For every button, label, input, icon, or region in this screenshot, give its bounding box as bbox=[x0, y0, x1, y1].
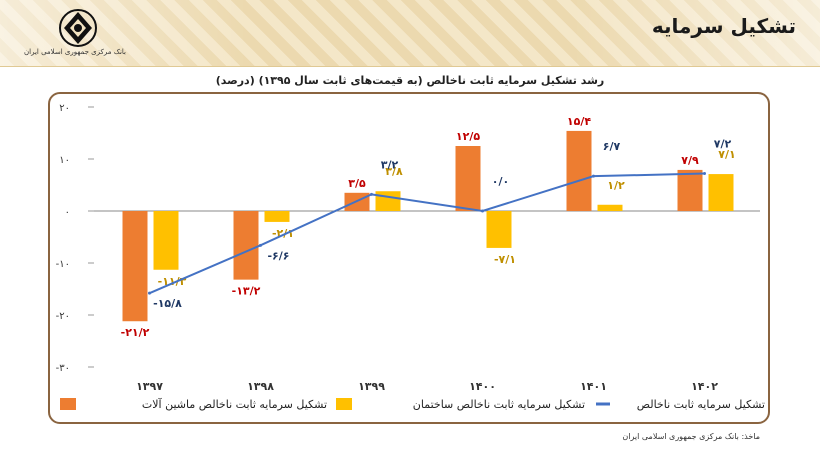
y-tick-label: ۲۰ bbox=[59, 103, 70, 114]
data-label-machinery: ۱۵/۴ bbox=[567, 115, 591, 128]
data-label-total: -۱۵/۸ bbox=[153, 297, 182, 310]
x-tick-label: ۱۴۰۱ bbox=[580, 380, 607, 393]
data-label-construction: -۷/۱ bbox=[494, 253, 516, 266]
legend-swatch-machinery bbox=[60, 398, 76, 410]
bar-machinery bbox=[677, 169, 703, 211]
data-label-total: ۶/۷ bbox=[603, 140, 621, 153]
chart-frame bbox=[48, 92, 770, 424]
source-note: ماخذ: بانک مرکزی جمهوری اسلامی ایران bbox=[622, 432, 760, 441]
data-label-machinery: ۷/۹ bbox=[681, 154, 699, 167]
bar-construction bbox=[597, 204, 623, 211]
legend-swatch-construction bbox=[336, 398, 352, 410]
central-bank-logo-icon bbox=[59, 9, 97, 47]
data-label-machinery: ۳/۵ bbox=[348, 177, 366, 190]
data-label-total: ۷/۲ bbox=[714, 138, 732, 151]
legend-label-total: تشکیل سرمایه ثابت ناخالص bbox=[637, 398, 765, 411]
line-point-total bbox=[259, 243, 262, 247]
data-label-machinery: ۱۲/۵ bbox=[456, 130, 480, 143]
line-point-total bbox=[592, 174, 595, 178]
legend-label-construction: تشکیل سرمایه ثابت ناخالص ساختمان bbox=[413, 398, 585, 411]
y-tick-label: ۰ bbox=[65, 207, 70, 218]
y-tick-label: ۱۰ bbox=[59, 155, 70, 166]
y-tick-label: -۳۰ bbox=[56, 363, 70, 374]
bar-machinery bbox=[233, 211, 259, 280]
data-label-total: -۶/۶ bbox=[267, 249, 289, 262]
bar-construction bbox=[264, 211, 290, 222]
x-tick-label: ۱۳۹۷ bbox=[136, 380, 163, 393]
data-label-construction: ۱/۲ bbox=[607, 179, 625, 192]
data-label-construction: ۳/۸ bbox=[385, 165, 403, 178]
bar-construction bbox=[486, 211, 512, 248]
header-banner-fade bbox=[0, 0, 820, 66]
bar-machinery bbox=[566, 130, 592, 211]
data-label-total: ۰/۰ bbox=[492, 175, 509, 188]
data-label-construction: -۱۱/۳ bbox=[158, 275, 187, 288]
data-label-machinery: -۲۱/۲ bbox=[121, 326, 150, 339]
line-point-total bbox=[481, 209, 484, 213]
line-point-total bbox=[370, 192, 373, 196]
data-label-total: ۳/۲ bbox=[381, 158, 399, 171]
page-title: تشکیل سرمایه bbox=[651, 14, 796, 38]
bar-construction bbox=[153, 211, 179, 270]
legend-label-machinery: تشکیل سرمایه ثابت ناخالص ماشین آلات bbox=[142, 397, 327, 411]
logo-caption: بانک مرکزی جمهوری اسلامی ایران bbox=[24, 48, 126, 56]
data-label-construction: ۷/۱ bbox=[718, 148, 735, 161]
bar-construction bbox=[375, 191, 401, 211]
x-tick-label: ۱۳۹۸ bbox=[247, 380, 274, 393]
bar-machinery bbox=[122, 211, 148, 322]
bar-construction bbox=[708, 174, 734, 211]
y-tick-label: -۲۰ bbox=[56, 311, 70, 322]
x-tick-label: ۱۴۰۰ bbox=[469, 380, 496, 393]
data-label-machinery: -۱۳/۲ bbox=[232, 285, 261, 298]
bar-machinery bbox=[455, 146, 481, 211]
line-point-total bbox=[148, 291, 151, 295]
line-point-total bbox=[703, 172, 706, 176]
y-tick-label: -۱۰ bbox=[56, 259, 70, 270]
series-line-total bbox=[149, 172, 705, 295]
x-tick-label: ۱۳۹۹ bbox=[358, 380, 385, 393]
x-tick-label: ۱۴۰۲ bbox=[691, 380, 718, 393]
chart-title: رشد تشکیل سرمایه ثابت ناخالص (به قیمت‌ها… bbox=[215, 74, 605, 87]
